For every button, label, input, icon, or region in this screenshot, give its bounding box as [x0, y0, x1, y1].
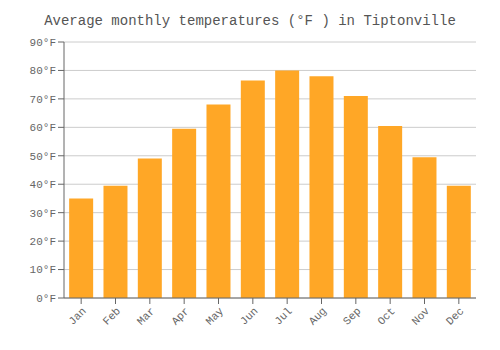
html-text:Average monthly temperatures (: Average monthly temperatures (°F ) in Ti… [44, 13, 456, 29]
svg-text:60°F: 60°F [30, 122, 56, 134]
svg-text:Oct: Oct [375, 305, 397, 327]
svg-text:20°F: 20°F [30, 236, 56, 248]
svg-text:Nov: Nov [410, 305, 433, 328]
svg-text:0°F: 0°F [36, 293, 56, 305]
svg-text:80°F: 80°F [30, 65, 56, 77]
svg-text:Jun: Jun [238, 305, 260, 327]
svg-text:40°F: 40°F [30, 179, 56, 191]
svg-text:70°F: 70°F [30, 94, 56, 106]
svg-text:Feb: Feb [101, 305, 123, 327]
svg-text:Apr: Apr [169, 305, 191, 327]
svg-text:Sep: Sep [341, 305, 363, 327]
svg-text:Jan: Jan [66, 305, 88, 327]
svg-text:30°F: 30°F [30, 208, 56, 220]
svg-text:90°F: 90°F [30, 37, 56, 49]
svg-text:Aug: Aug [307, 305, 329, 327]
svg-text:Dec: Dec [444, 305, 466, 327]
svg-text:50°F: 50°F [30, 151, 56, 163]
svg-text:May: May [204, 305, 227, 328]
svg-text:Mar: Mar [135, 305, 157, 327]
svg-text:Jul: Jul [272, 305, 294, 327]
svg-text:10°F: 10°F [30, 264, 56, 276]
